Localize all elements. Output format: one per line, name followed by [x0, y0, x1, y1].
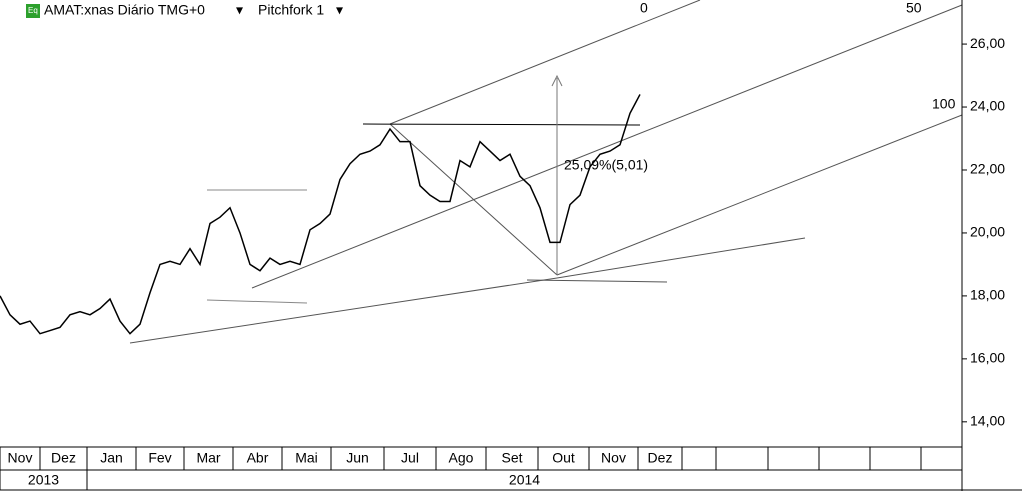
x-tick-label: Mai — [295, 450, 318, 466]
dropdown[interactable]: ▾ — [236, 2, 243, 18]
y-tick-label: 18,00 — [970, 287, 1005, 303]
x-tick-label: Mar — [196, 450, 220, 466]
price-line — [0, 94, 641, 335]
y-tick-label: 16,00 — [970, 350, 1005, 366]
x-tick-label: Jan — [100, 450, 123, 466]
x-tick-label: Dez — [648, 450, 673, 466]
y-tick-label: 14,00 — [970, 413, 1005, 429]
icon-label: Eq — [28, 6, 38, 15]
dropdown[interactable]: ▾ — [336, 2, 343, 18]
tool[interactable]: Pitchfork 1 — [258, 2, 324, 18]
y-tick-label: 20,00 — [970, 224, 1005, 240]
x-tick-label: Jul — [401, 450, 419, 466]
x-tick-label: Set — [501, 450, 522, 466]
annotation: 0 — [640, 0, 648, 16]
x-tick-label: Nov — [601, 450, 626, 466]
x-tick-label: Out — [552, 450, 575, 466]
header[interactable]: AMAT:xnas Diário TMG+0 — [44, 2, 205, 18]
x-tick-label: Nov — [8, 450, 33, 466]
year-label: 2013 — [28, 472, 59, 488]
x-tick-label: Abr — [247, 450, 269, 466]
y-tick-label: 22,00 — [970, 161, 1005, 177]
year-label: 2014 — [509, 472, 540, 488]
x-tick-label: Jun — [346, 450, 369, 466]
annotation: 25,09%(5,01) — [564, 157, 648, 173]
annotation: 100 — [932, 96, 956, 112]
x-tick-label: Fev — [148, 450, 171, 466]
annotation: 50 — [906, 0, 922, 16]
y-tick-label: 26,00 — [970, 35, 1005, 51]
icon — [26, 4, 40, 18]
x-tick-label: Ago — [449, 450, 474, 466]
x-tick-label: Dez — [51, 450, 76, 466]
y-tick-label: 24,00 — [970, 98, 1005, 114]
